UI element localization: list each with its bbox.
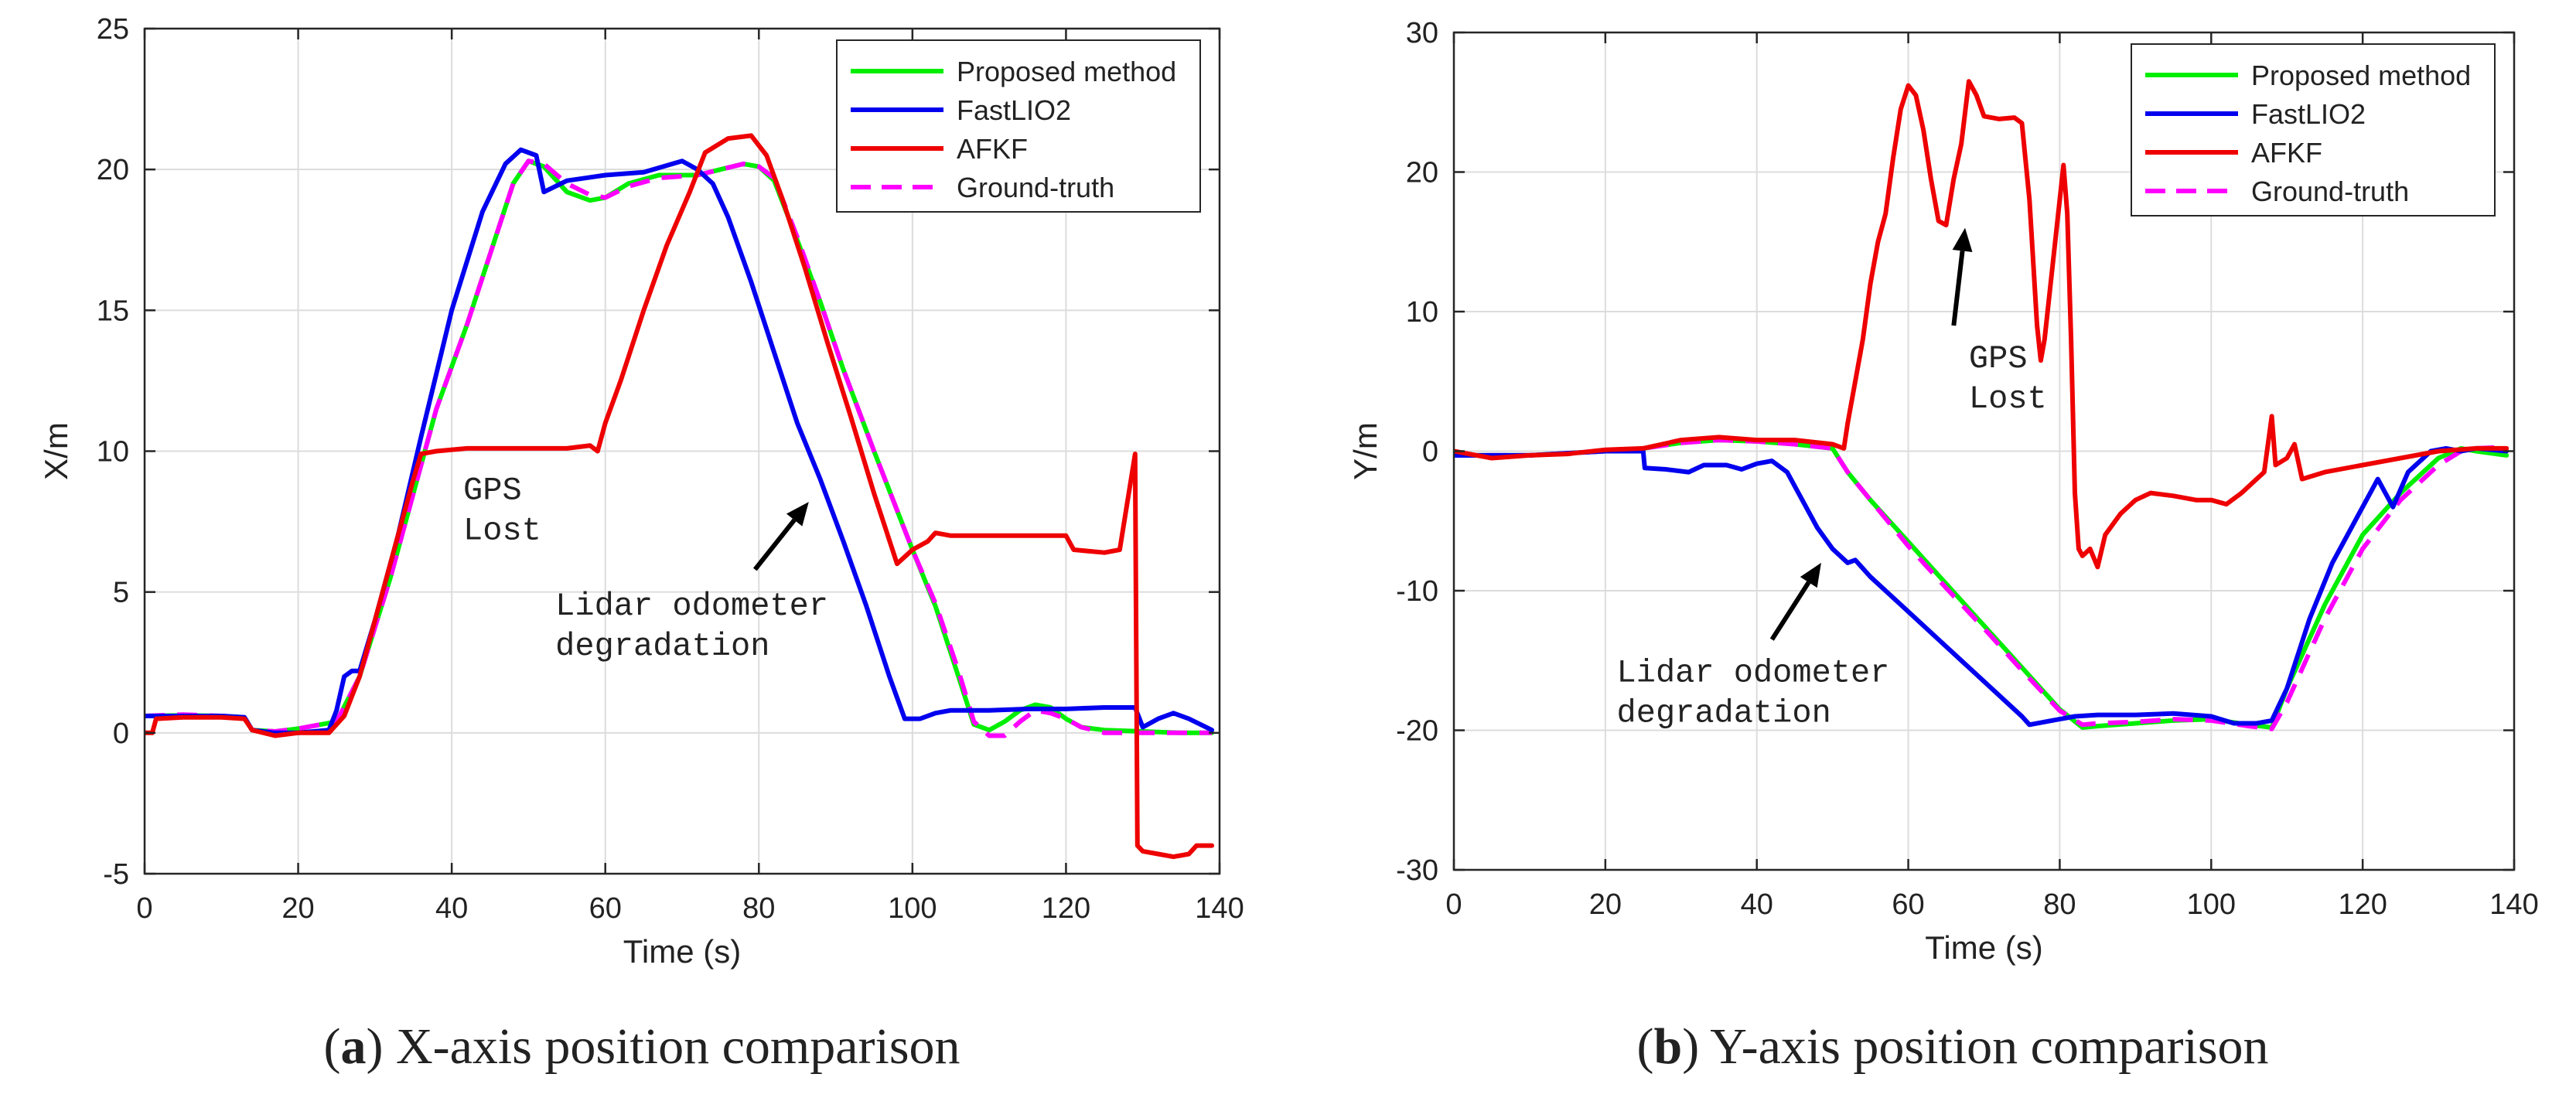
y-axis-label: X/m [38, 422, 74, 480]
x-tick-label: 0 [1445, 888, 1462, 921]
y-tick-label: 5 [113, 577, 129, 609]
y-tick-label: 0 [1422, 436, 1438, 469]
y-tick-label: 10 [97, 436, 129, 469]
x-axis-label: Time (s) [623, 933, 741, 970]
annotation-arrow-head [1800, 562, 1821, 588]
legend: Proposed method FastLIO2 AFKF Ground-truth [2131, 43, 2496, 216]
x-tick-label: 60 [589, 892, 622, 925]
legend-label-ground: Ground-truth [2251, 176, 2409, 207]
caption-label: b [1653, 1018, 1682, 1075]
legend-label-proposed: Proposed method [2251, 60, 2471, 91]
x-tick-label: 120 [2338, 888, 2387, 921]
x-tick-label: 140 [1195, 892, 1244, 925]
x-tick-label: 20 [281, 892, 314, 925]
annotation-text: GPS [463, 472, 522, 509]
annotation-text: GPS [1969, 340, 2028, 377]
annotation-arrow-shaft [1951, 251, 1965, 326]
x-tick-label: 120 [1042, 892, 1090, 925]
caption-paren-open: ( [323, 1018, 340, 1075]
legend-label-afkf: AFKF [957, 133, 1028, 165]
series-line-fastlio [1454, 445, 2509, 728]
y-tick-label: 15 [97, 295, 129, 327]
annotation-text: Lost [1969, 380, 2047, 418]
annotation-arrow-head [1952, 227, 1973, 253]
series-line-afkf [145, 133, 1215, 860]
annotation-text: Lidar odometer [555, 588, 828, 625]
x-tick-label: 80 [2043, 888, 2076, 921]
caption-text: X-axis position comparison [383, 1018, 960, 1075]
x-tick-label: 0 [136, 892, 152, 925]
series-group [1454, 79, 2509, 731]
annotation-text: Lidar odometer [1617, 654, 1890, 691]
y-tick-label: 25 [97, 13, 129, 46]
x-tick-label: 20 [1589, 888, 1622, 921]
caption-paren-close: ) [1682, 1018, 1699, 1075]
series-line-ground [1454, 438, 2507, 731]
caption-text: Y-axis position comparison [1699, 1018, 2268, 1075]
series-group [145, 133, 1215, 860]
legend-label-ground: Ground-truth [957, 172, 1114, 203]
x-tick-label: 80 [742, 892, 775, 925]
caption-paren-open: ( [1637, 1018, 1654, 1075]
annotation-text: Lost [463, 512, 541, 549]
caption: (b) Y-axis position comparison [1637, 1018, 2269, 1075]
y-tick-label: -30 [1396, 854, 1438, 887]
caption-label: a [340, 1018, 366, 1075]
y-tick-label: 30 [1406, 17, 1438, 49]
chart-panel-b: 0 20 40 60 80 100 120 140 -30 -20 -10 0 10 20 30 Time (… [1347, 17, 2539, 1075]
x-tick-label: 100 [888, 892, 937, 925]
series-line-fastlio [145, 147, 1215, 735]
legend-label-fastlio: FastLIO2 [2251, 98, 2366, 130]
caption-paren-close: ) [366, 1018, 383, 1075]
series-line-afkf [1454, 79, 2509, 570]
annotation-arrow-shaft [1769, 581, 1811, 641]
x-axis-label: Time (s) [1925, 929, 2042, 966]
y-axis-label: Y/m [1347, 422, 1384, 480]
annotation-arrow-shaft [752, 518, 797, 571]
y-tick-label: 0 [113, 718, 129, 750]
legend-label-proposed: Proposed method [957, 56, 1176, 87]
y-tick-label: 10 [1406, 296, 1438, 329]
y-tick-label: -20 [1396, 715, 1438, 748]
annotation-text: degradation [1617, 694, 1831, 731]
y-tick-label: -10 [1396, 575, 1438, 608]
x-tick-label: 60 [1892, 888, 1924, 921]
y-tick-label: 20 [1406, 157, 1438, 189]
x-tick-label: 100 [2187, 888, 2236, 921]
annotation-text: degradation [555, 628, 769, 665]
legend-label-fastlio: FastLIO2 [957, 94, 1071, 126]
x-tick-label: 40 [435, 892, 468, 925]
caption: (a) X-axis position comparison [323, 1018, 960, 1075]
x-tick-label: 40 [1741, 888, 1773, 921]
annotation-arrow-head [786, 502, 809, 527]
y-tick-label: 20 [97, 154, 129, 186]
x-tick-label: 140 [2489, 888, 2538, 921]
y-tick-label: -5 [103, 858, 129, 891]
legend-label-afkf: AFKF [2251, 137, 2322, 169]
legend: Proposed method FastLIO2 AFKF Ground-truth [836, 39, 1201, 213]
